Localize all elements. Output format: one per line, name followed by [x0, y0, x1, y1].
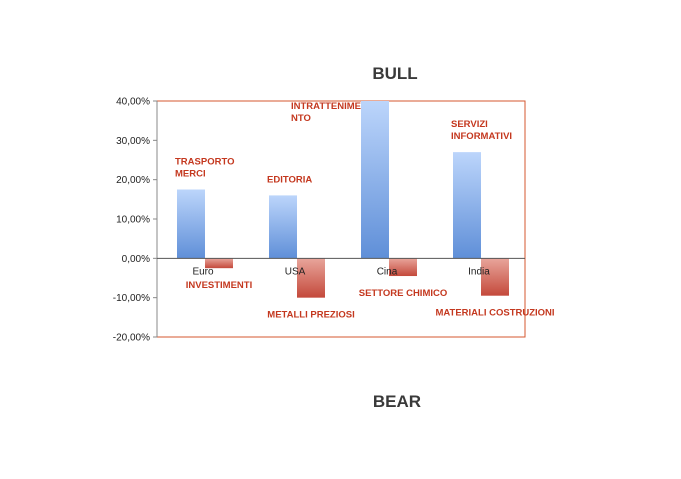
bear-bar: [297, 258, 325, 298]
category-label: Cina: [377, 266, 398, 277]
bear-heading: BEAR: [373, 392, 421, 411]
sector-annotation-line: INFORMATIVI: [451, 131, 512, 142]
y-tick-label: 20,00%: [116, 175, 150, 186]
sector-annotations: TRASPORTO MERCI INVESTIMENTI EDITORIA METALL…: [175, 101, 555, 321]
category-label: USA: [285, 266, 306, 277]
category-labels: Euro USA Cina India: [192, 266, 490, 277]
sector-annotation-line: INVESTIMENTI: [186, 280, 253, 291]
bull-bar: [177, 189, 205, 259]
sector-annotation: METALLI PREZIOSI: [267, 310, 354, 321]
sector-annotation: INTRATTENIME NTO: [291, 101, 361, 124]
sector-annotation-line: SERVIZI: [451, 119, 488, 130]
sector-annotation-line: METALLI PREZIOSI: [267, 310, 354, 321]
sector-annotation-line: NTO: [291, 113, 311, 124]
sector-annotation-line: TRASPORTO: [175, 157, 234, 168]
sector-annotation: SETTORE CHIMICO: [359, 288, 448, 299]
bull-bar: [269, 195, 297, 259]
category-label: India: [468, 266, 490, 277]
bull-bar: [361, 101, 389, 259]
bear-bar: [389, 258, 417, 277]
sector-annotation: EDITORIA: [267, 174, 312, 185]
sector-annotation-line: MERCI: [175, 169, 206, 180]
sector-annotation: MATERIALI COSTRUZIONI: [435, 308, 554, 319]
sector-annotation: SERVIZI INFORMATIVI: [451, 119, 512, 142]
sector-annotation-line: MATERIALI COSTRUZIONI: [435, 308, 554, 319]
y-tick-label: 10,00%: [116, 215, 150, 226]
category-label: Euro: [192, 266, 214, 277]
bars-group: [177, 101, 509, 298]
sector-annotation: TRASPORTO MERCI: [175, 157, 234, 180]
bull-heading: BULL: [372, 64, 417, 83]
bear-bar: [481, 258, 509, 296]
y-tick-label: -10,00%: [113, 293, 150, 304]
y-axis-ticks: -20,00% -10,00% 0,00% 10,00% 20,00% 30,00% 40,…: [113, 97, 157, 344]
sector-annotation-line: EDITORIA: [267, 174, 312, 185]
bull-bar: [453, 152, 481, 259]
y-tick-label: -20,00%: [113, 333, 150, 344]
sector-annotation-line: INTRATTENIME: [291, 101, 361, 112]
bear-bar: [205, 258, 233, 269]
y-tick-label: 40,00%: [116, 97, 150, 108]
sector-annotation: INVESTIMENTI: [186, 280, 253, 291]
y-tick-label: 30,00%: [116, 136, 150, 147]
y-tick-label: 0,00%: [122, 254, 150, 265]
sector-annotation-line: SETTORE CHIMICO: [359, 288, 448, 299]
